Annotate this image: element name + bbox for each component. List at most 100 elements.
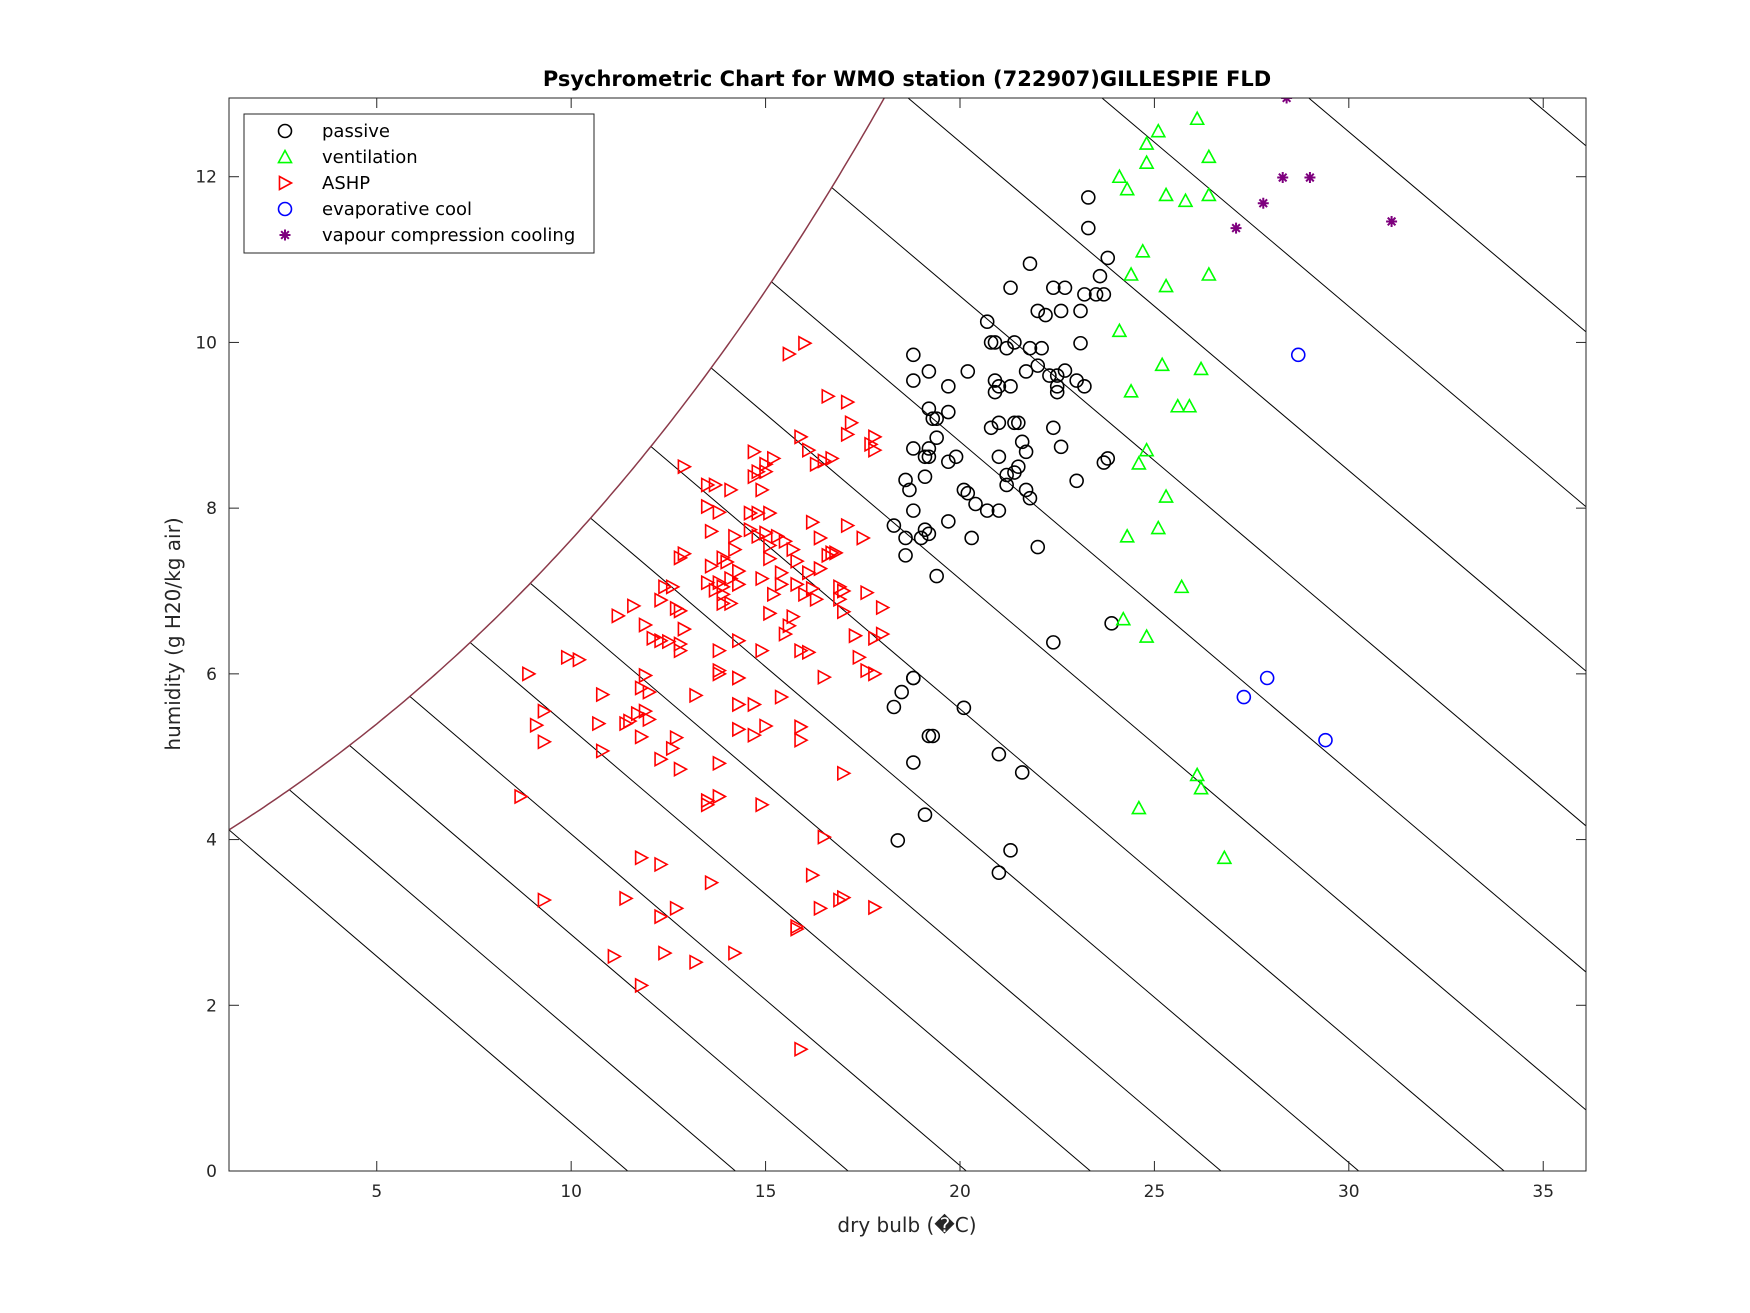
ashp-point <box>755 482 770 498</box>
ashp-point <box>712 788 728 805</box>
passive-point <box>968 496 983 512</box>
ashp-point <box>837 603 852 620</box>
passive-point <box>979 314 995 330</box>
passive-point <box>921 364 937 379</box>
passive-point <box>987 335 1003 350</box>
passive-point <box>1053 439 1069 455</box>
legend-box <box>243 113 595 254</box>
passive-point <box>987 384 1003 400</box>
ashp-point <box>763 537 778 554</box>
ventilation-point <box>1150 519 1167 535</box>
passive-point <box>999 477 1014 493</box>
ashp-point <box>844 414 860 431</box>
ashp-point <box>689 954 704 971</box>
passive-point <box>1003 280 1018 296</box>
ventilation-point <box>1111 168 1128 184</box>
y-tick-label: 6 <box>206 665 217 685</box>
passive-point <box>964 530 979 546</box>
ventilation-point <box>1111 322 1128 338</box>
legend-marker-passive <box>277 123 293 139</box>
ashp-point <box>817 829 833 845</box>
ashp-point <box>673 761 689 777</box>
y-tick-label: 0 <box>206 1162 217 1182</box>
ashp-point <box>864 436 879 453</box>
ashp-point <box>875 626 891 642</box>
y-tick-label: 2 <box>206 996 217 1016</box>
passive-point <box>960 485 976 501</box>
passive-point <box>906 441 921 456</box>
passive-point <box>1022 490 1038 506</box>
axes-box <box>228 97 1587 1172</box>
passive-point <box>1022 340 1038 356</box>
y-tick-label: 8 <box>206 499 217 519</box>
passive-point <box>1053 303 1069 319</box>
ashp-point <box>634 728 650 745</box>
legend-marker-evaporative-cool <box>277 201 293 217</box>
ashp-point <box>805 580 821 597</box>
ashp-point <box>813 530 829 546</box>
passive-point <box>1003 843 1018 858</box>
passive-point <box>1081 220 1096 236</box>
passive-point <box>983 420 999 436</box>
ventilation-point <box>1119 528 1136 543</box>
ashp-point <box>786 541 801 558</box>
passive-point <box>1046 280 1061 296</box>
ashp-point <box>708 477 724 493</box>
legend-label-evaporative-cool: evaporative cool <box>322 199 472 220</box>
plot-area <box>229 98 1586 1171</box>
ashp-point <box>798 335 813 352</box>
ashp-point <box>860 584 875 601</box>
passive-point <box>898 530 913 546</box>
ashp-point <box>755 796 770 813</box>
ashp-point <box>732 696 747 713</box>
ashp-point <box>619 890 634 907</box>
ventilation-point <box>1189 766 1206 782</box>
ventilation-point <box>1158 186 1174 202</box>
ventilation-point <box>1200 148 1217 164</box>
ashp-point <box>728 541 743 558</box>
ventilation-point <box>1123 383 1139 398</box>
ashp-point <box>868 429 883 445</box>
ashp-point <box>724 595 739 612</box>
ashp-point <box>619 715 634 732</box>
ventilation-point <box>1131 799 1147 815</box>
ashp-point <box>724 570 739 587</box>
ashp-point <box>751 505 766 521</box>
evaporative-cool-point <box>1259 670 1275 686</box>
passive-point <box>991 503 1007 518</box>
passive-point <box>925 728 941 744</box>
ashp-point <box>759 456 774 473</box>
ashp-point <box>689 687 704 704</box>
ashp-point <box>700 796 716 813</box>
ashp-point <box>747 443 763 460</box>
enthalpy-line <box>409 696 967 1171</box>
ashp-point <box>572 651 588 668</box>
ashp-point <box>611 608 627 624</box>
ashp-point <box>654 592 669 608</box>
ashp-point <box>778 533 794 550</box>
ashp-point <box>658 945 673 961</box>
legend-marker-ashp <box>278 175 294 191</box>
ventilation-point <box>1138 135 1155 150</box>
ventilation-point <box>1138 628 1155 643</box>
ashp-point <box>747 468 763 485</box>
ashp-point <box>860 662 875 679</box>
vapour-compression-cooling-point <box>1230 222 1242 234</box>
evaporative-cool-point <box>1318 732 1333 748</box>
ashp-point <box>732 670 747 686</box>
ashp-point <box>607 948 623 965</box>
ventilation-point <box>1181 398 1198 413</box>
x-axis-ticks: 5 10 15 20 25 30 35 <box>371 98 1554 1202</box>
passive-point <box>906 347 921 363</box>
passive-point <box>917 469 933 484</box>
ashp-point <box>728 945 743 961</box>
passive-point <box>1081 190 1096 205</box>
ashp-point <box>813 900 829 917</box>
ashp-point <box>868 442 883 458</box>
ashp-point <box>802 442 817 458</box>
legend-label-ashp: ASHP <box>322 173 370 194</box>
enthalpy-line <box>529 582 1222 1171</box>
ashp-point <box>716 595 731 612</box>
ashp-point <box>755 642 770 659</box>
passive-point <box>898 472 913 488</box>
